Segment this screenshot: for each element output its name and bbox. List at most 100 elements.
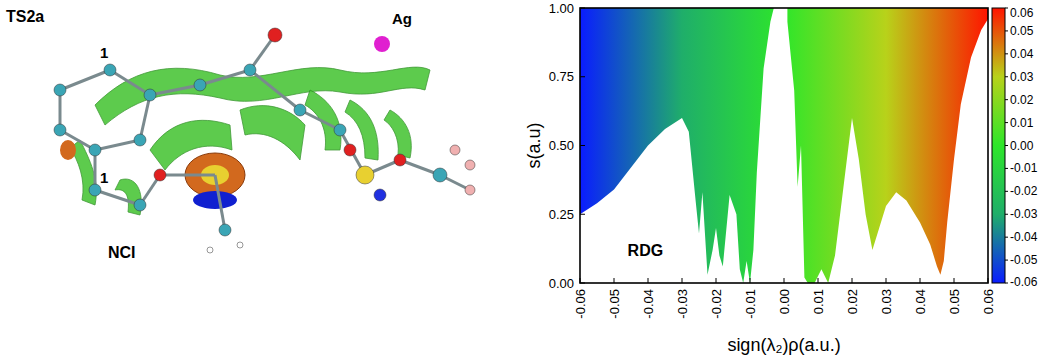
- atom-label: 1: [100, 169, 108, 186]
- x-tick-label: 0.00: [777, 289, 792, 314]
- x-tick: [716, 278, 717, 283]
- y-tick-label: 0.25: [549, 207, 574, 222]
- atom: [465, 160, 475, 170]
- atom: [374, 189, 386, 201]
- x-tick-label: -0.03: [675, 289, 690, 319]
- colorbar-tick-label: -0.04: [1010, 230, 1038, 244]
- x-tick-label: 0.04: [913, 289, 928, 314]
- x-tick: [580, 278, 581, 283]
- atom: [294, 104, 306, 116]
- y-tick: [580, 283, 585, 284]
- bond: [250, 70, 300, 110]
- atom: [89, 144, 101, 156]
- atom: [450, 145, 460, 155]
- x-tick: [920, 278, 921, 283]
- atom: [433, 168, 447, 182]
- x-tick: [818, 278, 819, 283]
- y-tick: [580, 145, 585, 146]
- atom: [268, 28, 282, 42]
- atom: [356, 166, 374, 184]
- silver-atom: [374, 36, 390, 52]
- y-tick-label: 0.00: [549, 276, 574, 291]
- colorbar-tick-label: 0.01: [1010, 116, 1034, 130]
- x-tick-label: 0.03: [879, 289, 894, 314]
- x-tick: [886, 278, 887, 283]
- bond: [200, 70, 250, 85]
- bond: [150, 85, 200, 95]
- colorbar-tick: [1005, 191, 1008, 192]
- colorbar-tick: [1005, 214, 1008, 215]
- x-axis-title: sign(λ₂)ρ(a.u.): [727, 335, 840, 355]
- bond: [60, 70, 110, 90]
- x-tick: [784, 278, 785, 283]
- colorbar-tick-label: 0.04: [1010, 47, 1034, 61]
- colorbar: [992, 8, 1005, 283]
- atom: [104, 64, 116, 76]
- annotation: RDG: [628, 242, 664, 259]
- atom: [219, 224, 231, 236]
- colorbar-tick-label: 0.06: [1010, 6, 1034, 20]
- atom: [154, 169, 166, 181]
- colorbar-tick: [1005, 99, 1008, 100]
- atom: [134, 134, 146, 146]
- atom: [394, 154, 406, 166]
- x-tick-label: 0.02: [845, 289, 860, 314]
- bond: [300, 110, 340, 130]
- colorbar-tick-label: -0.06: [1010, 275, 1038, 289]
- atom-label: 1: [100, 44, 108, 61]
- small-surface: [60, 140, 76, 160]
- colorbar-tick-label: 0.03: [1010, 70, 1034, 84]
- nci-surface: [384, 110, 411, 158]
- colorbar-tick: [1005, 76, 1008, 77]
- atom: [334, 124, 346, 136]
- y-tick: [580, 8, 585, 9]
- bond: [95, 190, 140, 205]
- bond: [110, 70, 150, 95]
- panel-title: TS2a: [6, 8, 44, 25]
- colorbar-tick-label: 0.00: [1010, 139, 1034, 153]
- rdg-area: [580, 8, 774, 283]
- y-axis-title: s(a.u): [524, 122, 544, 168]
- x-tick: [852, 278, 853, 283]
- y-tick: [580, 76, 585, 77]
- ring-blue: [193, 191, 237, 209]
- colorbar-tick: [1005, 53, 1008, 54]
- colorbar-tick: [1005, 122, 1008, 123]
- x-tick-label: -0.06: [573, 289, 588, 319]
- atom-label: Ag: [392, 10, 412, 27]
- atom: [144, 89, 156, 101]
- bond: [95, 140, 140, 150]
- atom: [54, 124, 66, 136]
- y-tick: [580, 214, 585, 215]
- plot-area: [580, 8, 988, 283]
- bond: [160, 174, 215, 177]
- colorbar-tick: [1005, 168, 1008, 169]
- colorbar-tick-label: 0.02: [1010, 93, 1034, 107]
- atom: [54, 84, 66, 96]
- figure: TS2a11AgNCI0.000.250.500.751.00-0.06-0.0…: [0, 0, 1052, 358]
- atom: [134, 199, 146, 211]
- colorbar-tick: [1005, 260, 1008, 261]
- x-tick-label: -0.04: [641, 289, 656, 319]
- y-tick-label: 1.00: [549, 1, 574, 16]
- x-tick-label: 0.06: [981, 289, 996, 314]
- colorbar-tick-label: -0.03: [1010, 207, 1038, 221]
- x-tick-label: 0.01: [811, 289, 826, 314]
- y-tick-label: 0.75: [549, 69, 574, 84]
- x-tick: [988, 278, 989, 283]
- atom: [344, 144, 356, 156]
- molecule-panel: TS2a11AgNCI: [6, 8, 475, 261]
- nci-surface: [345, 100, 378, 160]
- colorbar-tick: [1005, 145, 1008, 146]
- colorbar-tick: [1005, 237, 1008, 238]
- x-tick-label: -0.05: [607, 289, 622, 319]
- x-tick-label: 0.05: [947, 289, 962, 314]
- colorbar-tick: [1005, 30, 1008, 31]
- colorbar-tick: [1005, 8, 1008, 9]
- colorbar-tick-label: -0.01: [1010, 161, 1038, 175]
- colorbar-tick-label: -0.05: [1010, 253, 1038, 267]
- x-tick-label: -0.02: [709, 289, 724, 319]
- atom: [465, 185, 475, 195]
- colorbar-tick-label: -0.02: [1010, 184, 1038, 198]
- atom: [237, 242, 243, 248]
